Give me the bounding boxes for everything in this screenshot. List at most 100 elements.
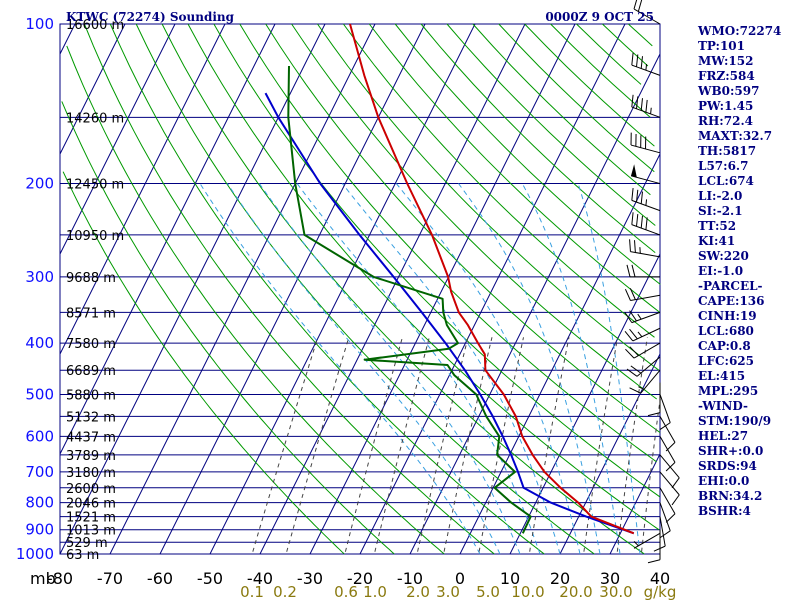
wind-barb-full [626, 368, 638, 377]
index-item: WMO:72274 [698, 24, 782, 38]
dry-adiabat-360 [291, 23, 657, 400]
wind-barb [659, 454, 680, 489]
wind-barb-full [629, 328, 638, 340]
wind-barb-full [629, 288, 636, 300]
wind-barb-full [645, 217, 648, 230]
wind-barb-full [624, 312, 633, 323]
moist-adiabat-12 [258, 183, 521, 555]
index-item: MPL:295 [698, 384, 759, 398]
isotherm--90 [59, 23, 276, 455]
dry-adiabat-450 [524, 23, 655, 147]
index-item: BSHR:4 [698, 504, 751, 518]
wind-barb-full [629, 310, 637, 322]
index-item: STM:190/9 [698, 414, 772, 428]
mixing-ratio-tick-label: 2.0 [406, 583, 430, 600]
wind-barb-staff [659, 436, 676, 463]
height-label: 529 m [66, 536, 108, 551]
wind-barb-full [640, 215, 643, 229]
index-item: MW:152 [698, 54, 754, 68]
mixing-ratio-tick-label: 20.0 [559, 583, 592, 600]
mixing-ratio-line-5 [478, 337, 524, 552]
wind-barb [631, 94, 661, 118]
temperature-tick-label: -40 [247, 569, 273, 588]
isotherm-20 [559, 353, 661, 555]
temperature-tick-label: -80 [47, 569, 73, 588]
wind-barb-full [631, 264, 636, 277]
mixing-ratio-tick-label: 5.0 [476, 583, 500, 600]
wind-barb-staff [630, 294, 661, 302]
index-item: SHR+:0.0 [698, 444, 764, 458]
moist-adiabat-20 [341, 183, 561, 555]
isotherm--10 [409, 53, 661, 555]
wind-barb [629, 369, 661, 394]
wind-barb-half [637, 331, 643, 338]
wind-barb-full [647, 559, 661, 564]
temperature-tick-label: 20 [550, 569, 570, 588]
height-label: 2046 m [66, 497, 116, 512]
wind-barb-full [659, 530, 671, 539]
wind-barb-half [645, 199, 648, 206]
wind-barb-full [624, 289, 631, 301]
mixing-ratio-line-40 [641, 398, 661, 552]
wind-barb [626, 356, 661, 377]
dry-adiabat-300 [135, 23, 595, 555]
wind-barb [630, 132, 661, 154]
wind-barb [630, 164, 661, 185]
wind-barb-full [630, 365, 642, 374]
moist-adiabat-24 [395, 183, 581, 555]
mixing-ratio-line-10 [529, 337, 570, 552]
height-label: 63 m [66, 548, 99, 563]
dry-adiabat-480 [602, 23, 649, 67]
wind-barb-full [636, 54, 639, 67]
height-label: 6689 m [66, 364, 116, 379]
height-label: 8571 m [66, 306, 116, 321]
dewpoint-trace [287, 65, 532, 534]
wind-barb-full [637, 0, 643, 12]
height-label: 10950 m [66, 229, 124, 244]
wind-barb-full [631, 188, 634, 201]
pressure-tick-label: 800 [25, 494, 54, 512]
temperature-tick-label: 30 [600, 569, 620, 588]
pressure-tick-label: 400 [25, 334, 54, 352]
y-axis-prefix: mb [30, 569, 56, 588]
mixing-ratio-tick-label: 0.6 [334, 583, 358, 600]
wind-barb-staff [632, 327, 661, 342]
temperature-tick-label: -10 [397, 569, 423, 588]
index-item: MAXT:32.7 [698, 129, 773, 143]
wind-barb-half [645, 64, 648, 71]
dry-adiabat-250 [62, 171, 345, 555]
wind-barb [631, 52, 661, 76]
moist-adiabat-28 [458, 183, 601, 555]
wind-barb [647, 529, 661, 564]
wind-barb-staff [659, 471, 680, 496]
height-label: 5880 m [66, 388, 116, 403]
index-item: LI:-2.0 [698, 189, 743, 203]
wind-barb [626, 264, 660, 278]
dry-adiabat-280 [83, 23, 495, 555]
mixing-ratio-line-20 [583, 337, 619, 552]
dry-adiabat-460 [550, 23, 651, 118]
time-label: 0000Z 9 OCT 25 [545, 10, 654, 24]
isotherm--120 [59, 23, 126, 155]
index-item: EHI:0.0 [698, 474, 750, 488]
grid-layer [59, 23, 661, 555]
height-label: 14260 m [66, 111, 124, 126]
height-label: 4437 m [66, 430, 116, 445]
wind-barb [631, 212, 661, 236]
dry-adiabat-330 [213, 23, 661, 498]
isotherm--20 [359, 23, 626, 555]
wind-barb-layer [624, 0, 680, 564]
temperature-tick-label: -30 [297, 569, 323, 588]
wind-barb-staff [659, 454, 680, 479]
pressure-tick-label: 100 [25, 15, 54, 33]
wind-barb-full [640, 191, 643, 204]
wind-barb-staff [659, 416, 676, 443]
wind-barb-full [647, 412, 661, 417]
index-item: -WIND- [698, 399, 748, 413]
index-item: LFC:625 [698, 354, 754, 368]
mixing-ratio-tick-label: 1.0 [363, 583, 387, 600]
wind-barb-full [629, 387, 641, 394]
wind-barb-full [625, 348, 635, 359]
temperature-tick-label: -50 [197, 569, 223, 588]
